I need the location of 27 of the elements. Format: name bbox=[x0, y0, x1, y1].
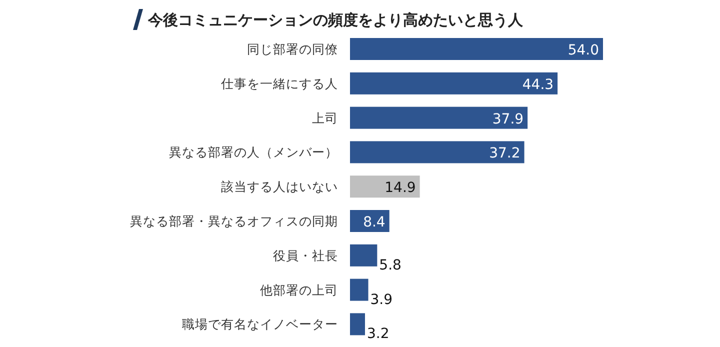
y-tick-label: 異なる部署・異なるオフィスの同期 bbox=[130, 214, 338, 228]
data-label: 44.3 bbox=[522, 76, 554, 93]
data-label: 54.0 bbox=[568, 42, 599, 58]
y-tick-label: 職場で有名なイノベーター bbox=[182, 316, 338, 332]
bar bbox=[350, 244, 378, 266]
data-label: 37.9 bbox=[492, 111, 524, 128]
data-label: 5.8 bbox=[379, 257, 402, 274]
y-tick-label: 該当する人はいない bbox=[221, 179, 338, 194]
bar bbox=[350, 313, 365, 336]
data-label: 14.9 bbox=[384, 180, 416, 196]
bar bbox=[350, 176, 420, 198]
data-label: 8.4 bbox=[363, 214, 386, 230]
data-label: 3.2 bbox=[366, 326, 390, 342]
bar bbox=[350, 72, 558, 94]
bar bbox=[350, 38, 603, 60]
data-label: 37.2 bbox=[489, 146, 520, 162]
y-tick-label: 仕事を一緒にする人 bbox=[220, 76, 338, 91]
y-tick-label: 役員・社長 bbox=[273, 248, 338, 263]
y-tick-label: 上司 bbox=[312, 110, 338, 126]
y-tick-label: 異なる部署の人（メンバー） bbox=[169, 144, 338, 160]
chart-title: 今後コミュニケーションの頻度をより高めたいと思う人 bbox=[147, 11, 524, 29]
y-tick-label: 同じ部署の同僚 bbox=[247, 42, 338, 56]
data-label: 3.9 bbox=[370, 292, 393, 308]
bar bbox=[350, 278, 368, 301]
y-tick-label: 他部署の上司 bbox=[260, 282, 338, 298]
bar bbox=[350, 141, 524, 164]
bar bbox=[350, 106, 528, 129]
